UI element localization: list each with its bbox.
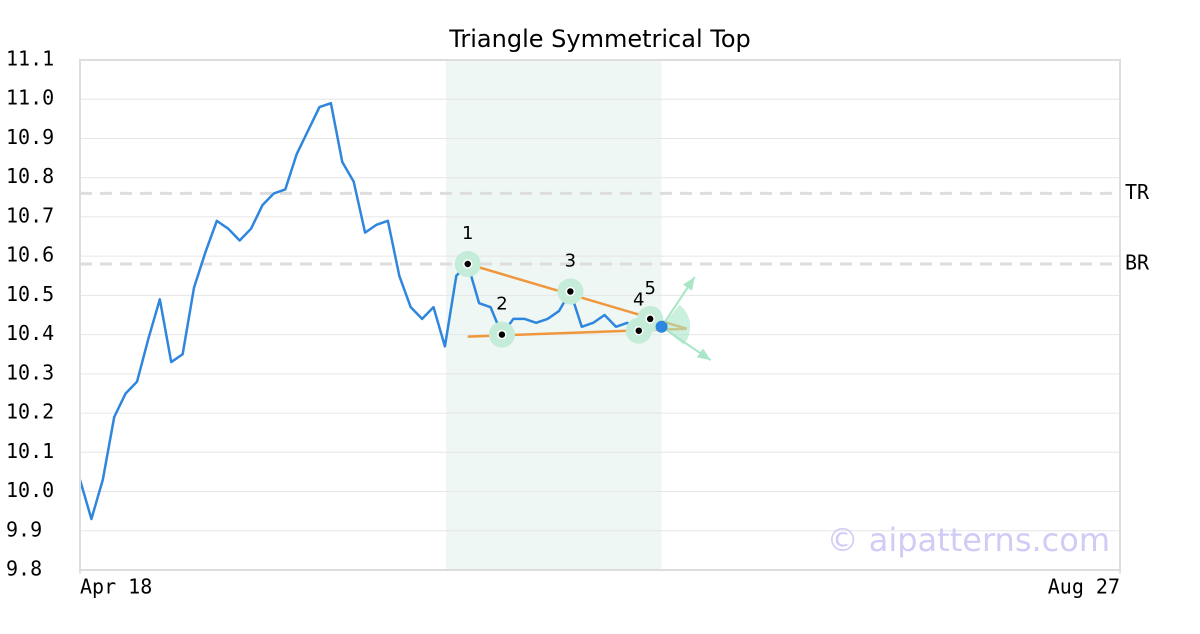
- breakout-wedge: [661, 304, 691, 345]
- watermark: © aipatterns.com: [827, 521, 1110, 559]
- x-tick-label: Aug 27: [1048, 575, 1120, 599]
- plot-frame: [79, 59, 1121, 571]
- pivot-point: [645, 314, 655, 324]
- y-tick-label: 10.6: [6, 243, 54, 267]
- y-tick-label: 10.3: [6, 360, 54, 384]
- y-tick-label: 11.1: [6, 47, 54, 71]
- pivot-label: 4: [633, 290, 644, 311]
- y-tick-label: 10.4: [6, 321, 54, 345]
- y-tick-label: 10.2: [6, 400, 54, 424]
- pivot-label: 3: [565, 250, 576, 271]
- pivot-point: [462, 259, 473, 269]
- pivot-label: 2: [496, 294, 507, 315]
- y-tick-label: 9.9: [6, 517, 42, 541]
- level-label: BR: [1125, 251, 1150, 275]
- pivot-point: [565, 286, 576, 297]
- y-tick-label: 10.0: [6, 478, 54, 502]
- level-label: TR: [1125, 180, 1150, 204]
- arrow-head: [682, 276, 695, 291]
- y-tick-label: 10.1: [6, 439, 54, 463]
- pivot-label: 5: [644, 278, 655, 299]
- y-tick-label: 11.0: [6, 86, 54, 110]
- y-tick-label: 10.8: [6, 164, 54, 188]
- y-tick-label: 9.8: [6, 557, 42, 581]
- y-tick-label: 10.5: [6, 282, 54, 306]
- chart-title: Triangle Symmetrical Top: [448, 25, 751, 53]
- breakout-point: [655, 320, 668, 333]
- pivot-point: [497, 329, 507, 340]
- arrow-head: [696, 348, 711, 361]
- pivot-point: [634, 325, 644, 336]
- x-tick-label: Apr 18: [80, 575, 152, 599]
- y-tick-label: 10.9: [6, 125, 54, 149]
- pivot-label: 1: [462, 223, 473, 244]
- y-tick-label: 10.7: [6, 203, 54, 227]
